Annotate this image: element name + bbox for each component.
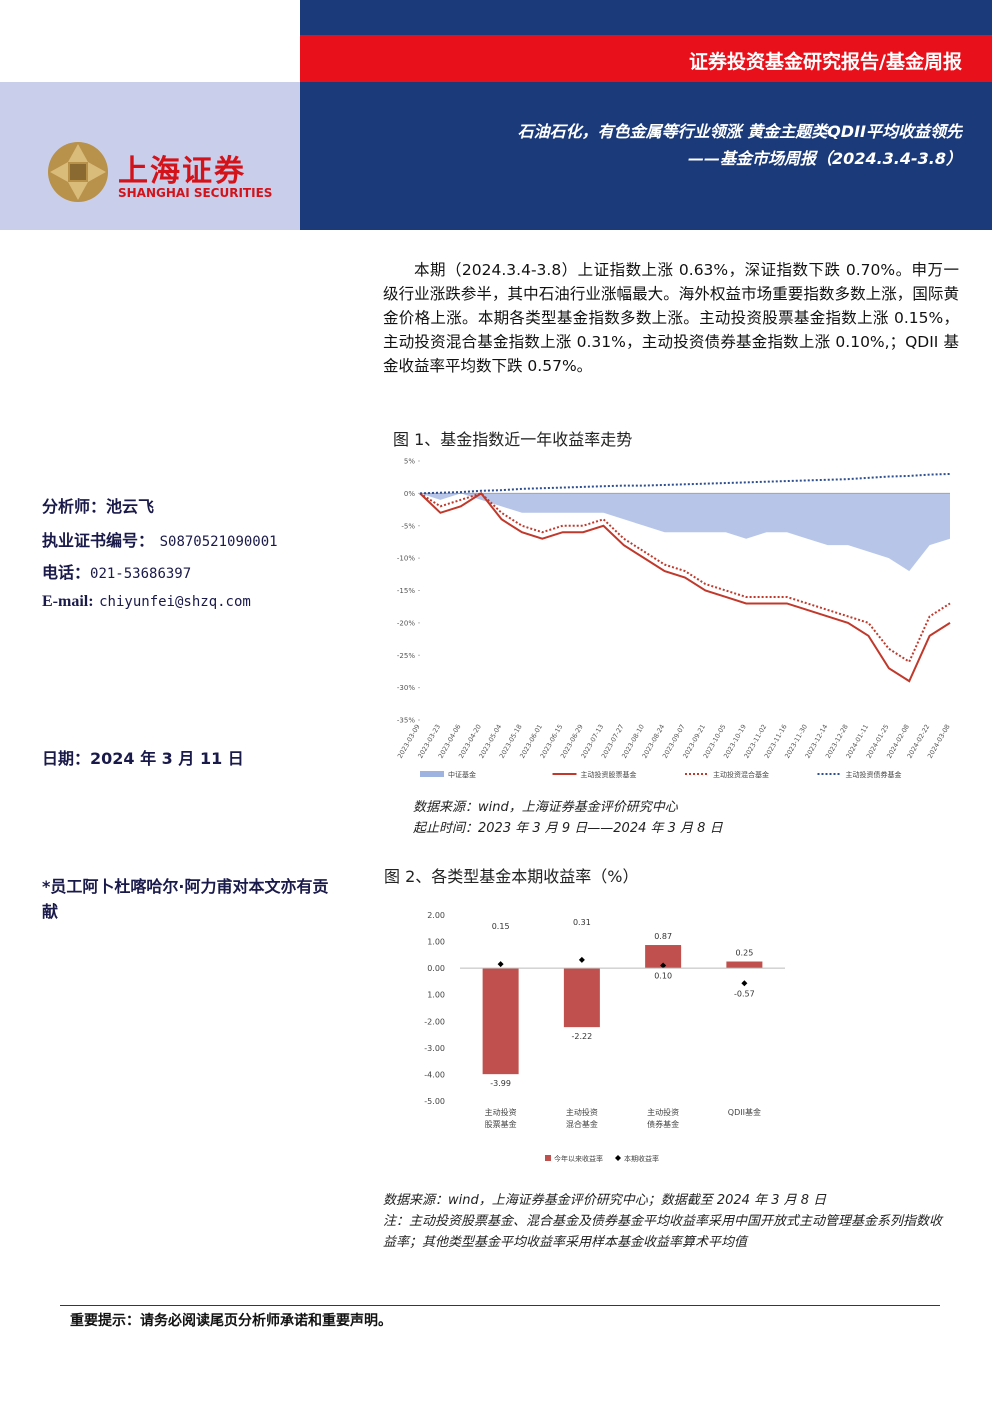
y-tick-label: -4.00 (424, 1070, 445, 1079)
line (419, 492, 951, 683)
analyst-name: 分析师：池云飞 (42, 493, 154, 517)
x-tick-label: 主动投资股票基金 (484, 1108, 517, 1129)
data-label: 0.25 (735, 949, 753, 958)
x-tick-label: QDII基金 (727, 1108, 761, 1117)
summary: 本期（2024.3.4-3.8）上证指数上涨 0.63%，深证指数下跌 0.70… (383, 261, 959, 375)
figure-note: 注：主动投资股票基金、混合基金及债券基金平均收益率采用中国开放式主动管理基金系列… (383, 1214, 943, 1250)
analyst-cert: 执业证书编号： S0870521090001 (42, 527, 278, 551)
bar (563, 968, 600, 1028)
data-label: -2.22 (572, 1032, 593, 1041)
legend-item: 主动投资债券基金 (817, 770, 902, 779)
legend-label: 中证基金 (448, 770, 476, 779)
area (420, 493, 950, 572)
report-type: 证券投资基金研究报告/基金周报 (689, 51, 962, 73)
report-date: 日期：2024 年 3 月 11 日 (42, 749, 244, 768)
logo-panel (0, 82, 300, 230)
y-tick-label: -20% (397, 619, 415, 627)
x-tick-label-box: 主动投资债券基金 (647, 1108, 680, 1129)
header-band (300, 0, 992, 35)
dot (497, 961, 504, 968)
label: E-mail: (42, 593, 94, 610)
legend-item: 今年以来收益率 (545, 1154, 603, 1163)
figure-period: 起止时间：2023 年 3 月 9 日——2024 年 3 月 8 日 (413, 821, 723, 836)
x-tick-label: 主动投资混合基金 (565, 1108, 598, 1129)
x-tick-label-box: QDII基金 (727, 1108, 761, 1117)
value: S0870521090001 (159, 534, 278, 550)
y-tick-label: -15% (397, 587, 415, 595)
footer-rule (60, 1305, 940, 1306)
figure-caption: 图 1、基金指数近一年收益率走势 (393, 430, 633, 449)
legend-item: 主动投资混合基金 (685, 770, 769, 779)
bar (482, 968, 519, 1075)
chart: 2.00 1.00 0.00 1.00 -2.00 -3.00 -4.00 -5.00 -3.9… (424, 911, 785, 1163)
x-tick-label-box: 主动投资股票基金 (484, 1108, 517, 1129)
bar (645, 945, 682, 969)
y-tick-label: -3.00 (424, 1044, 445, 1053)
dot (741, 980, 748, 987)
bar (726, 961, 763, 969)
data-label: 0.87 (654, 932, 672, 941)
y-tick-label: 1.00 (427, 991, 445, 1000)
footer-note: 重要提示：请务必阅读尾页分析师承诺和重要声明。 (70, 1313, 392, 1329)
legend-item: 中证基金 (420, 770, 476, 779)
analyst-phone: 电话：021-53686397 (42, 559, 191, 583)
value: 池云飞 (106, 497, 155, 516)
analyst-email: E-mail: chiyunfei@shzq.com (42, 591, 251, 611)
y-tick-label: -10% (397, 555, 415, 563)
y-tick-label: -35% (397, 717, 415, 725)
label: 电话： (42, 563, 91, 582)
y-tick-label: -5.00 (424, 1097, 445, 1106)
legend-label: 主动投资混合基金 (713, 770, 769, 779)
contributor-note: *员工阿卜杜喀哈尔·阿力甫对本文亦有贡献 (42, 877, 329, 921)
legend-item: 主动投资股票基金 (552, 770, 637, 779)
data-label: 0.15 (492, 922, 510, 931)
figure-source: 数据来源：wind，上海证券基金评价研究中心；数据截至 2024 年 3 月 8… (383, 1193, 827, 1208)
legend-label: 主动投资股票基金 (581, 770, 637, 779)
y-tick-label: -30% (397, 684, 415, 692)
line (419, 492, 951, 664)
value: 021-53686397 (90, 566, 192, 582)
logo-english: SHANGHAI SECURITIES (118, 186, 273, 200)
y-tick-label: 2.00 (427, 911, 445, 920)
y-tick-label: -25% (397, 652, 415, 660)
y-tick-label: -5% (401, 522, 415, 530)
y-tick-label: 0.00 (427, 964, 445, 973)
y-tick-label: -2.00 (424, 1017, 445, 1026)
line (419, 472, 951, 495)
legend-label: 主动投资债券基金 (846, 770, 902, 779)
dot (660, 962, 667, 969)
data-label: 0.31 (573, 918, 591, 927)
title-panel (300, 82, 992, 230)
legend-item: 本期收益率 (615, 1154, 659, 1163)
legend-swatch (420, 771, 444, 777)
logo-icon (48, 142, 108, 202)
legend-swatch (545, 1155, 551, 1161)
dot (578, 956, 585, 963)
report-subtitle: ——基金市场周报（2024.3.4-3.8） (688, 149, 962, 168)
data-label: -0.57 (734, 989, 755, 998)
label: 分析师： (42, 497, 107, 516)
x-tick-label: 主动投资债券基金 (647, 1108, 680, 1129)
value: chiyunfei@shzq.com (99, 594, 251, 610)
chart: 5%0%-5%-10%-15%-20%-25%-30%-35%2023-03-0… (396, 458, 952, 780)
y-tick-label: 5% (404, 458, 415, 466)
header-red-band (300, 35, 992, 82)
x-tick-label-box: 主动投资混合基金 (565, 1108, 598, 1129)
logo-name: 上海证券 (118, 154, 246, 189)
y-tick-label: 0% (404, 490, 415, 498)
label: 执业证书编号： (42, 531, 155, 550)
legend-label: 今年以来收益率 (554, 1154, 603, 1163)
y-tick-label: 1.00 (427, 938, 445, 947)
legend-swatch (615, 1155, 621, 1161)
figure-source: 数据来源：wind，上海证券基金评价研究中心 (413, 800, 678, 815)
report-title: 石油石化，有色金属等行业领涨 黄金主题类QDII平均收益领先 (517, 122, 962, 141)
data-label: 0.10 (654, 971, 672, 980)
figure-caption: 图 2、各类型基金本期收益率（%） (384, 867, 639, 886)
legend-label: 本期收益率 (624, 1154, 659, 1163)
data-label: -3.99 (490, 1079, 511, 1088)
